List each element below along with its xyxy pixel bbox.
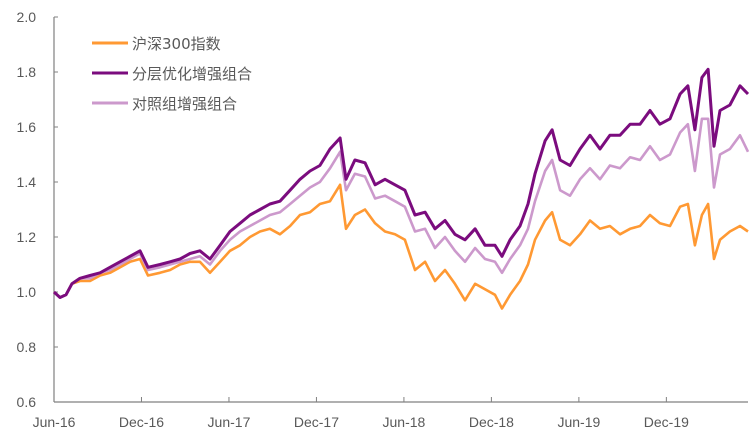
legend-label-2: 对照组增强组合 [132,95,237,113]
x-tick-label: Jun-18 [383,414,426,430]
x-tick-label: Jun-19 [557,414,600,430]
x-tick-label: Dec-16 [119,414,164,430]
legend-label-1: 分层优化增强组合 [132,65,252,83]
x-tick-label: Jun-17 [208,414,251,430]
x-tick-label: Dec-19 [644,414,689,430]
series-lines [52,67,750,310]
legend-label-0: 沪深300指数 [132,35,221,53]
y-tick-label: 0.6 [17,394,37,410]
y-tick-label: 1.6 [17,119,37,135]
x-tick-label: Dec-18 [469,414,514,430]
series-line-1 [52,67,750,299]
y-tick-label: 1.8 [17,64,37,80]
x-tick-label: Dec-17 [294,414,339,430]
series-line-2 [53,117,750,299]
axes: 0.6 0.8 1.0 1.2 1.4 1.6 1.8 2.0 Jun-16 Dec-16 Jun-… [17,9,748,430]
y-tick-label: 1.0 [17,284,37,300]
y-tick-label: 1.4 [17,174,37,190]
y-tick-label: 1.2 [17,229,37,245]
y-tick-label: 0.8 [17,339,37,355]
series-line-0 [53,183,749,310]
y-tick-label: 2.0 [17,9,37,25]
x-tick-label: Jun-16 [33,414,76,430]
